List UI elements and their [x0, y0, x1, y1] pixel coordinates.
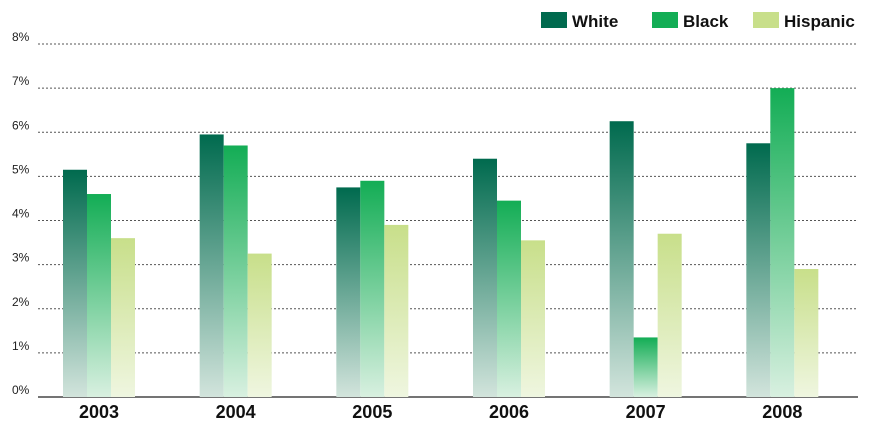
y-axis-ticks: 0% 1% 2% 3% 4% 5% 6% 7% 8%	[12, 30, 30, 397]
legend-label-black: Black	[683, 12, 729, 31]
y-tick-label: 5%	[12, 162, 30, 176]
x-axis-ticks: 2003 2004 2005 2006 2007 2008	[79, 402, 802, 422]
x-tick-label: 2008	[762, 402, 802, 422]
bar-hispanic-2003	[111, 238, 135, 397]
x-tick-label: 2004	[216, 402, 256, 422]
legend-swatch-hispanic	[753, 12, 779, 28]
bar-hispanic-2004	[247, 253, 272, 397]
bar-black-2005	[360, 180, 385, 397]
x-tick-label: 2006	[489, 402, 529, 422]
y-tick-label: 8%	[12, 30, 30, 44]
bar-white-2003	[63, 169, 87, 397]
y-tick-label: 2%	[12, 295, 30, 309]
y-tick-label: 1%	[12, 339, 30, 353]
bar-black-2004	[223, 145, 248, 397]
y-tick-label: 6%	[12, 118, 30, 132]
x-tick-label: 2007	[626, 402, 666, 422]
x-tick-label: 2005	[352, 402, 392, 422]
y-tick-label: 7%	[12, 74, 30, 88]
x-tick-label: 2003	[79, 402, 119, 422]
y-tick-label: 4%	[12, 207, 30, 221]
bar-white-2008	[746, 143, 771, 397]
legend: White Black Hispanic	[541, 12, 855, 31]
bar-black-2008	[770, 88, 795, 397]
legend-label-white: White	[572, 12, 618, 31]
gridlines	[38, 43, 858, 398]
bar-hispanic-2006	[521, 240, 545, 397]
legend-swatch-white	[541, 12, 567, 28]
bar-hispanic-2005	[384, 224, 409, 397]
bar-white-2007	[609, 121, 634, 397]
bar-black-2007	[633, 337, 658, 397]
bar-white-2004	[199, 134, 224, 398]
y-tick-label: 0%	[12, 383, 30, 397]
bar-white-2006	[473, 158, 497, 397]
bar-hispanic-2007	[657, 233, 682, 397]
bar-black-2003	[87, 194, 111, 397]
bars	[63, 88, 819, 398]
legend-swatch-black	[652, 12, 678, 28]
bar-white-2005	[336, 187, 361, 397]
legend-label-hispanic: Hispanic	[784, 12, 855, 31]
y-tick-label: 3%	[12, 251, 30, 265]
bar-black-2006	[497, 200, 521, 397]
bar-hispanic-2008	[794, 269, 819, 397]
